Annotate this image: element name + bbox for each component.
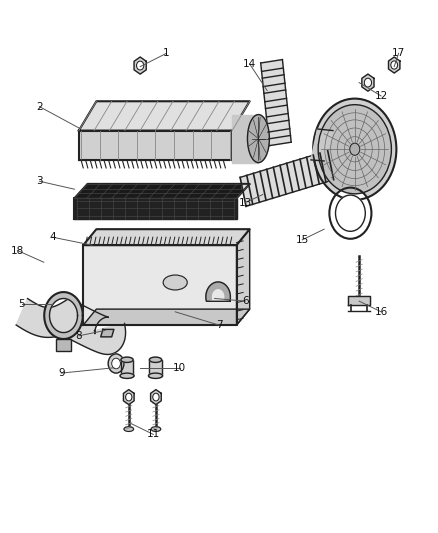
- Text: 5: 5: [18, 299, 25, 309]
- Polygon shape: [362, 74, 374, 91]
- Polygon shape: [74, 198, 237, 219]
- Text: 17: 17: [392, 49, 405, 58]
- Text: 12: 12: [374, 91, 388, 101]
- Ellipse shape: [247, 115, 269, 163]
- Polygon shape: [44, 292, 83, 339]
- Polygon shape: [149, 360, 162, 376]
- Polygon shape: [261, 60, 291, 146]
- Circle shape: [137, 61, 144, 70]
- Ellipse shape: [149, 357, 162, 362]
- Polygon shape: [101, 329, 114, 337]
- Polygon shape: [389, 57, 400, 73]
- Polygon shape: [240, 151, 334, 206]
- Circle shape: [112, 358, 120, 369]
- Polygon shape: [134, 57, 146, 74]
- Text: 1: 1: [163, 49, 170, 58]
- Text: 10: 10: [173, 363, 186, 373]
- Ellipse shape: [151, 426, 161, 432]
- Polygon shape: [83, 309, 250, 325]
- Text: 11: 11: [147, 430, 160, 439]
- Polygon shape: [79, 131, 232, 160]
- Text: 6: 6: [242, 296, 249, 306]
- Circle shape: [313, 99, 396, 200]
- Text: 9: 9: [58, 368, 65, 378]
- Circle shape: [329, 188, 371, 239]
- Text: 2: 2: [36, 102, 43, 111]
- Ellipse shape: [148, 373, 162, 378]
- Text: 18: 18: [11, 246, 24, 255]
- Polygon shape: [79, 101, 250, 131]
- Polygon shape: [348, 296, 370, 305]
- Text: 14: 14: [243, 59, 256, 69]
- Circle shape: [391, 61, 398, 69]
- Text: 13: 13: [239, 198, 252, 207]
- Polygon shape: [151, 390, 161, 405]
- Circle shape: [350, 143, 360, 155]
- Polygon shape: [206, 282, 230, 301]
- Polygon shape: [124, 390, 134, 405]
- Polygon shape: [232, 115, 258, 163]
- Text: 4: 4: [49, 232, 56, 242]
- Polygon shape: [83, 229, 250, 245]
- Circle shape: [126, 393, 132, 401]
- Polygon shape: [83, 245, 237, 325]
- Text: 16: 16: [374, 307, 388, 317]
- Polygon shape: [74, 184, 250, 198]
- Polygon shape: [311, 129, 333, 161]
- Polygon shape: [121, 360, 133, 376]
- FancyBboxPatch shape: [56, 339, 71, 351]
- Text: 8: 8: [75, 331, 82, 341]
- Text: 7: 7: [215, 320, 223, 330]
- Ellipse shape: [120, 373, 134, 378]
- Circle shape: [318, 104, 392, 194]
- Polygon shape: [55, 297, 126, 354]
- Ellipse shape: [121, 357, 133, 362]
- Ellipse shape: [124, 426, 134, 432]
- Ellipse shape: [163, 275, 187, 290]
- Circle shape: [108, 354, 124, 373]
- Polygon shape: [237, 229, 250, 325]
- Circle shape: [153, 393, 159, 401]
- Circle shape: [364, 78, 371, 87]
- Polygon shape: [16, 298, 80, 337]
- Text: 3: 3: [36, 176, 43, 186]
- Circle shape: [336, 195, 365, 231]
- Text: 15: 15: [296, 235, 309, 245]
